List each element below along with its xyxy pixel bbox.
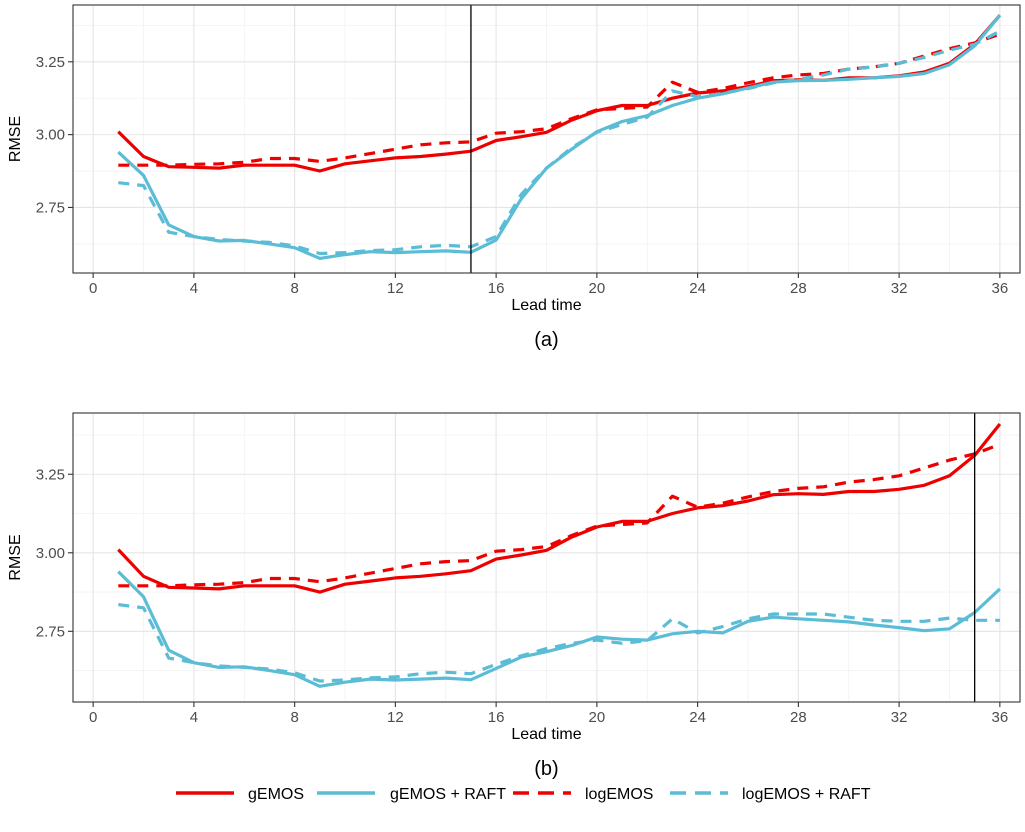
series-line-logemos [118, 442, 1001, 588]
x-tick-label: 8 [290, 709, 298, 726]
x-tick-label: 24 [689, 280, 706, 297]
x-tick-label: 4 [190, 709, 198, 726]
y-tick-label: 3.00 [36, 545, 65, 562]
series-line-logemos-raft [118, 603, 1000, 683]
x-axis-title: Lead time [511, 726, 581, 743]
panel-label: (b) [534, 758, 558, 780]
y-tick-label: 3.25 [36, 54, 65, 71]
legend-label: logEMOS + RAFT [742, 786, 871, 803]
x-tick-label: 0 [89, 709, 97, 726]
x-tick-label: 16 [488, 709, 505, 726]
series-line-logemos-raft [118, 29, 1001, 256]
series-line-gemos-raft [117, 14, 1002, 260]
legend-label: logEMOS [585, 786, 653, 803]
x-tick-label: 16 [488, 280, 505, 297]
panel-border [72, 4, 1021, 274]
series-line-gemos [117, 422, 1002, 594]
panel-b: 0 4 8 12 16 20 24 28 32 36 2.75 3.00 3.25 Lead time RM… [7, 412, 1021, 780]
y-tick-label: 3.25 [36, 466, 65, 483]
x-tick-label: 20 [589, 709, 606, 726]
x-tick-label: 28 [790, 709, 807, 726]
y-tick-label: 2.75 [36, 623, 65, 640]
x-tick-label: 36 [992, 709, 1009, 726]
x-tick-label: 24 [689, 709, 706, 726]
y-axis-title: RMSE [7, 534, 24, 580]
panel-border [72, 412, 1021, 703]
x-tick-label: 4 [190, 280, 198, 297]
x-tick-label: 36 [992, 280, 1009, 297]
x-axis-title: Lead time [511, 297, 581, 314]
y-axis-title: RMSE [7, 116, 24, 162]
x-tick-label: 12 [387, 709, 404, 726]
series-line-gemos [117, 14, 1002, 173]
series-line-logemos [118, 32, 1001, 167]
x-tick-label: 0 [89, 280, 97, 297]
x-tick-label: 28 [790, 280, 807, 297]
legend-label: gEMOS [248, 786, 304, 803]
y-tick-label: 2.75 [36, 199, 65, 216]
y-tick-label: 3.00 [36, 127, 65, 144]
x-tick-label: 20 [589, 280, 606, 297]
x-tick-label: 32 [891, 709, 908, 726]
panel-a: 0 4 8 12 16 20 24 28 32 36 2.75 3.00 3.25 Lead time RM… [7, 4, 1021, 351]
x-tick-label: 32 [891, 280, 908, 297]
series-line-gemos-raft [117, 570, 1001, 688]
x-tick-label: 12 [387, 280, 404, 297]
x-tick-label: 8 [290, 280, 298, 297]
panel-label: (a) [534, 329, 558, 351]
legend: gEMOS gEMOS + RAFT logEMOS logEMOS + RAFT [176, 786, 871, 803]
legend-label: gEMOS + RAFT [390, 786, 506, 803]
